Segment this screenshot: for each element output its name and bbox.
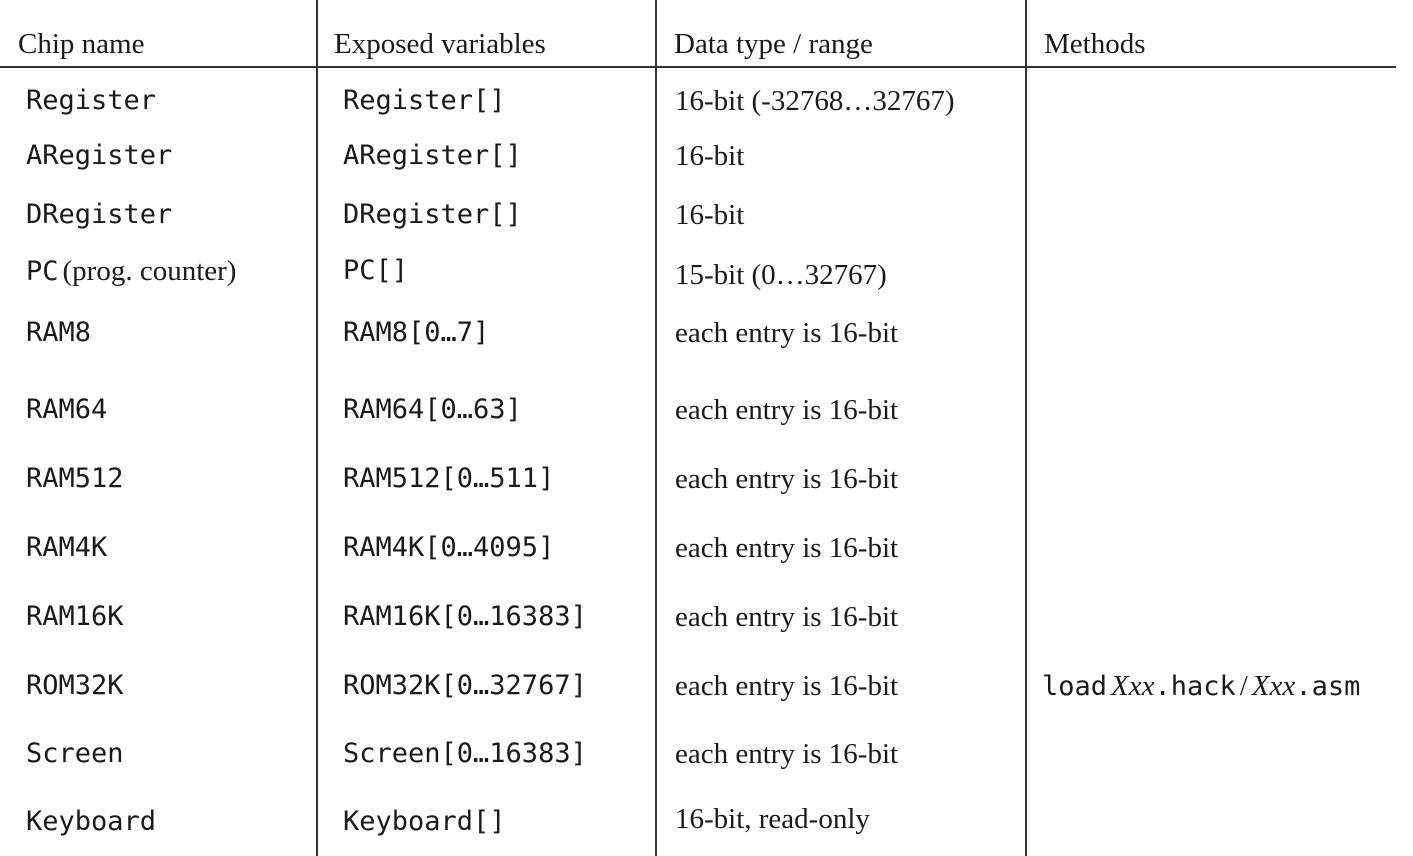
table-row: ROM32K ROM32K[0…32767] each entry is 16-… bbox=[0, 666, 1413, 706]
table-row: RAM16K RAM16K[0…16383] each entry is 16-… bbox=[0, 597, 1413, 637]
methods-cell: load Xxx.hack / Xxx.asm bbox=[1042, 666, 1360, 706]
data-type-cell: each entry is 16-bit bbox=[675, 738, 899, 770]
table-row: Screen Screen[0…16383] each entry is 16-… bbox=[0, 734, 1413, 774]
data-type-cell: 16-bit (-32768…32767) bbox=[675, 85, 955, 117]
table-row: RAM512 RAM512[0…511] each entry is 16-bi… bbox=[0, 459, 1413, 499]
exposed-variables-cell: PC[] bbox=[343, 255, 409, 286]
data-type-cell: 15-bit (0…32767) bbox=[675, 259, 887, 291]
exposed-variables-cell: Register[] bbox=[343, 85, 506, 116]
chip-name: PC bbox=[26, 256, 59, 287]
chip-name-cell: ROM32K bbox=[26, 670, 124, 701]
chip-name-cell: Screen bbox=[26, 738, 124, 769]
chip-name-cell: ARegister bbox=[26, 140, 173, 171]
chip-name-cell: Register bbox=[26, 85, 157, 116]
table-row: Keyboard Keyboard[] 16-bit, read-only bbox=[0, 802, 1413, 842]
data-type-cell: each entry is 16-bit bbox=[675, 670, 899, 702]
data-type-cell: 16-bit bbox=[675, 199, 745, 231]
chip-name-cell: RAM16K bbox=[26, 601, 124, 632]
data-type-cell: each entry is 16-bit bbox=[675, 463, 899, 495]
exposed-variables-cell: DRegister[] bbox=[343, 199, 522, 230]
table-row: PC (prog. counter) PC[] 15-bit (0…32767) bbox=[0, 251, 1413, 291]
column-divider-2 bbox=[655, 0, 657, 856]
method-file-extension: .hack bbox=[1154, 671, 1236, 702]
chip-name-cell: RAM64 bbox=[26, 394, 108, 425]
data-type-cell: each entry is 16-bit bbox=[675, 601, 899, 633]
chip-name-note: (prog. counter) bbox=[62, 255, 237, 287]
exposed-variables-cell: RAM4K[0…4095] bbox=[343, 532, 555, 563]
chip-name-cell: RAM4K bbox=[26, 532, 108, 563]
chip-name-cell: RAM8 bbox=[26, 317, 92, 348]
data-type-cell: 16-bit, read-only bbox=[675, 803, 870, 835]
chip-name-cell: RAM512 bbox=[26, 463, 124, 494]
header-rule bbox=[0, 66, 1396, 68]
exposed-variables-cell: ROM32K[0…32767] bbox=[343, 670, 587, 701]
table-row: Register Register[] 16-bit (-32768…32767… bbox=[0, 81, 1413, 121]
method-file-name: Xxx bbox=[1251, 670, 1296, 702]
method-load-keyword: load bbox=[1042, 671, 1108, 702]
column-divider-1 bbox=[316, 0, 318, 856]
exposed-variables-cell: Keyboard[] bbox=[343, 806, 506, 837]
table-row: DRegister DRegister[] 16-bit bbox=[0, 195, 1413, 235]
table-row: RAM64 RAM64[0…63] each entry is 16-bit bbox=[0, 390, 1413, 430]
table-row: RAM4K RAM4K[0…4095] each entry is 16-bit bbox=[0, 528, 1413, 568]
exposed-variables-cell: RAM16K[0…16383] bbox=[343, 601, 587, 632]
exposed-variables-cell: RAM512[0…511] bbox=[343, 463, 555, 494]
data-type-cell: each entry is 16-bit bbox=[675, 317, 899, 349]
method-file-extension: .asm bbox=[1295, 671, 1361, 702]
column-divider-3 bbox=[1025, 0, 1027, 856]
data-type-cell: each entry is 16-bit bbox=[675, 394, 899, 426]
exposed-variables-cell: ARegister[] bbox=[343, 140, 522, 171]
exposed-variables-cell: RAM64[0…63] bbox=[343, 394, 522, 425]
header-chip-name: Chip name bbox=[18, 28, 145, 60]
chip-name-cell: Keyboard bbox=[26, 806, 157, 837]
exposed-variables-cell: RAM8[0…7] bbox=[343, 317, 490, 348]
chip-name-cell: DRegister bbox=[26, 199, 173, 230]
header-methods: Methods bbox=[1044, 28, 1146, 60]
method-file-name: Xxx bbox=[1111, 670, 1155, 702]
method-separator: / bbox=[1239, 670, 1248, 702]
header-data-type-range: Data type / range bbox=[674, 28, 873, 60]
chip-name-cell: PC (prog. counter) bbox=[26, 251, 236, 291]
exposed-variables-cell: Screen[0…16383] bbox=[343, 738, 587, 769]
data-type-cell: 16-bit bbox=[675, 140, 745, 172]
table-row: ARegister ARegister[] 16-bit bbox=[0, 136, 1413, 176]
data-type-cell: each entry is 16-bit bbox=[675, 532, 899, 564]
header-exposed-variables: Exposed variables bbox=[334, 28, 546, 60]
table-row: RAM8 RAM8[0…7] each entry is 16-bit bbox=[0, 313, 1413, 353]
